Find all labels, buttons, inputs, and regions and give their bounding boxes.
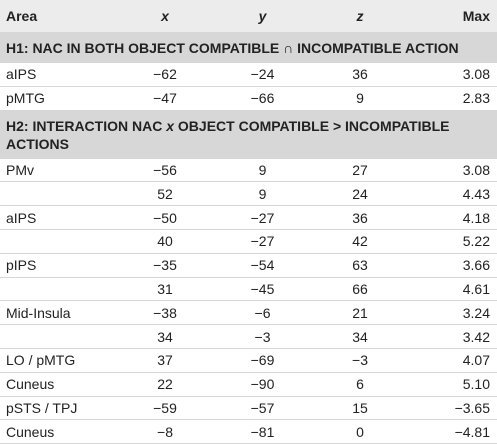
- data-row: pMTG −47 −66 9 2.83: [0, 87, 497, 111]
- area-cell: pSTS / TPJ: [6, 399, 78, 416]
- area-cell: LO / pMTG: [6, 352, 76, 369]
- value-cell: 21: [352, 304, 368, 321]
- value-cell: 4.07: [462, 352, 490, 369]
- header-cell: y: [258, 8, 267, 24]
- value-cell: 42: [352, 233, 368, 250]
- value-cell: 34: [157, 328, 173, 345]
- section-title: x: [166, 117, 175, 134]
- data-row: 40 −27 42 5.22: [0, 230, 497, 254]
- data-row: pIPS −35 −54 63 3.66: [0, 254, 497, 278]
- area-cell: Cuneus: [6, 423, 55, 440]
- data-row: pSTS / TPJ −59 −57 15 −3.65: [0, 397, 497, 421]
- value-cell: 4.18: [462, 209, 490, 226]
- value-cell: −50: [153, 209, 177, 226]
- data-row: 52 9 24 4.43: [0, 182, 497, 207]
- value-cell: 22: [157, 376, 173, 393]
- area-cell: pIPS: [6, 257, 37, 274]
- value-cell: 31: [157, 280, 173, 297]
- header-cell: x: [161, 8, 169, 24]
- data-row: Mid-Insula −38 −6 21 3.24: [0, 301, 497, 326]
- value-cell: −6: [254, 304, 271, 321]
- header-cell: z: [356, 8, 364, 24]
- data-row: Cuneus −8 −81 0 −4.81: [0, 420, 497, 444]
- value-cell: −59: [153, 399, 177, 416]
- value-cell: 24: [352, 185, 368, 202]
- area-cell: aIPS: [6, 66, 37, 83]
- area-cell: pMTG: [6, 90, 45, 107]
- value-cell: 9: [258, 185, 267, 202]
- value-cell: −27: [250, 209, 275, 226]
- area-cell: Mid-Insula: [6, 304, 71, 321]
- value-cell: 63: [352, 257, 368, 274]
- value-cell: 4.43: [462, 185, 490, 202]
- value-cell: 3.42: [462, 328, 490, 345]
- value-cell: 9: [258, 161, 267, 178]
- value-cell: −57: [250, 399, 275, 416]
- value-cell: −69: [250, 352, 275, 369]
- value-cell: 36: [352, 209, 368, 226]
- section-title: H1: NAC IN BOTH OBJECT COMPATIBLE ∩ INCO…: [6, 40, 459, 56]
- value-cell: 37: [157, 352, 173, 369]
- value-cell: −3: [352, 352, 368, 369]
- value-cell: −8: [157, 423, 173, 440]
- header-cell: Area: [6, 8, 38, 24]
- value-cell: −66: [250, 90, 275, 107]
- value-cell: 0: [356, 423, 364, 440]
- section-title: H2: INTERACTION NAC: [6, 117, 167, 134]
- value-cell: 5.22: [462, 233, 490, 250]
- value-cell: −3: [254, 328, 271, 345]
- value-cell: 3.66: [462, 257, 490, 274]
- value-cell: 40: [157, 233, 173, 250]
- value-cell: 2.83: [462, 90, 490, 107]
- value-cell: −62: [153, 66, 177, 83]
- value-cell: −81: [250, 423, 275, 440]
- value-cell: −90: [250, 376, 275, 393]
- value-cell: 3.24: [462, 304, 490, 321]
- value-cell: −38: [153, 304, 177, 321]
- value-cell: −4.81: [454, 423, 490, 440]
- value-cell: −54: [250, 257, 275, 274]
- value-cell: −47: [153, 90, 177, 107]
- value-cell: 52: [157, 185, 173, 202]
- value-cell: −35: [153, 257, 177, 274]
- value-cell: 6: [356, 376, 364, 393]
- value-cell: −3.65: [454, 399, 490, 416]
- value-cell: 66: [352, 280, 368, 297]
- value-cell: −27: [250, 233, 275, 250]
- header-row: Area x y z Max: [0, 0, 497, 33]
- value-cell: 3.08: [462, 161, 490, 178]
- area-cell: Cuneus: [6, 376, 55, 393]
- section-row: H2: INTERACTION NAC x OBJECT COMPATIBLE …: [0, 110, 497, 159]
- value-cell: 5.10: [462, 376, 490, 393]
- value-cell: −45: [250, 280, 275, 297]
- value-cell: −56: [153, 161, 177, 178]
- value-cell: 34: [352, 328, 368, 345]
- value-cell: 15: [352, 399, 368, 416]
- value-cell: 36: [352, 66, 368, 83]
- data-row: LO / pMTG 37 −69 −3 4.07: [0, 349, 497, 373]
- value-cell: 3.08: [462, 66, 490, 83]
- data-row: aIPS −62 −24 36 3.08: [0, 63, 497, 87]
- data-row: Cuneus 22 −90 6 5.10: [0, 373, 497, 397]
- area-cell: aIPS: [6, 209, 37, 226]
- data-row: PMv −56 9 27 3.08: [0, 159, 497, 183]
- data-row: 31 −45 66 4.61: [0, 278, 497, 302]
- section-title: OBJECT COMPATIBLE > INCOMPATIBLE ACTIONS: [6, 117, 450, 152]
- section-row: H1: NAC IN BOTH OBJECT COMPATIBLE ∩ INCO…: [0, 33, 497, 63]
- value-cell: 9: [356, 90, 364, 107]
- data-row: 34 −3 34 3.42: [0, 325, 497, 349]
- area-cell: PMv: [6, 161, 34, 178]
- value-cell: 27: [352, 161, 368, 178]
- data-row: aIPS −50 −27 36 4.18: [0, 206, 497, 230]
- value-cell: −24: [250, 66, 275, 83]
- header-cell: Max: [462, 8, 490, 24]
- value-cell: 4.61: [462, 280, 490, 297]
